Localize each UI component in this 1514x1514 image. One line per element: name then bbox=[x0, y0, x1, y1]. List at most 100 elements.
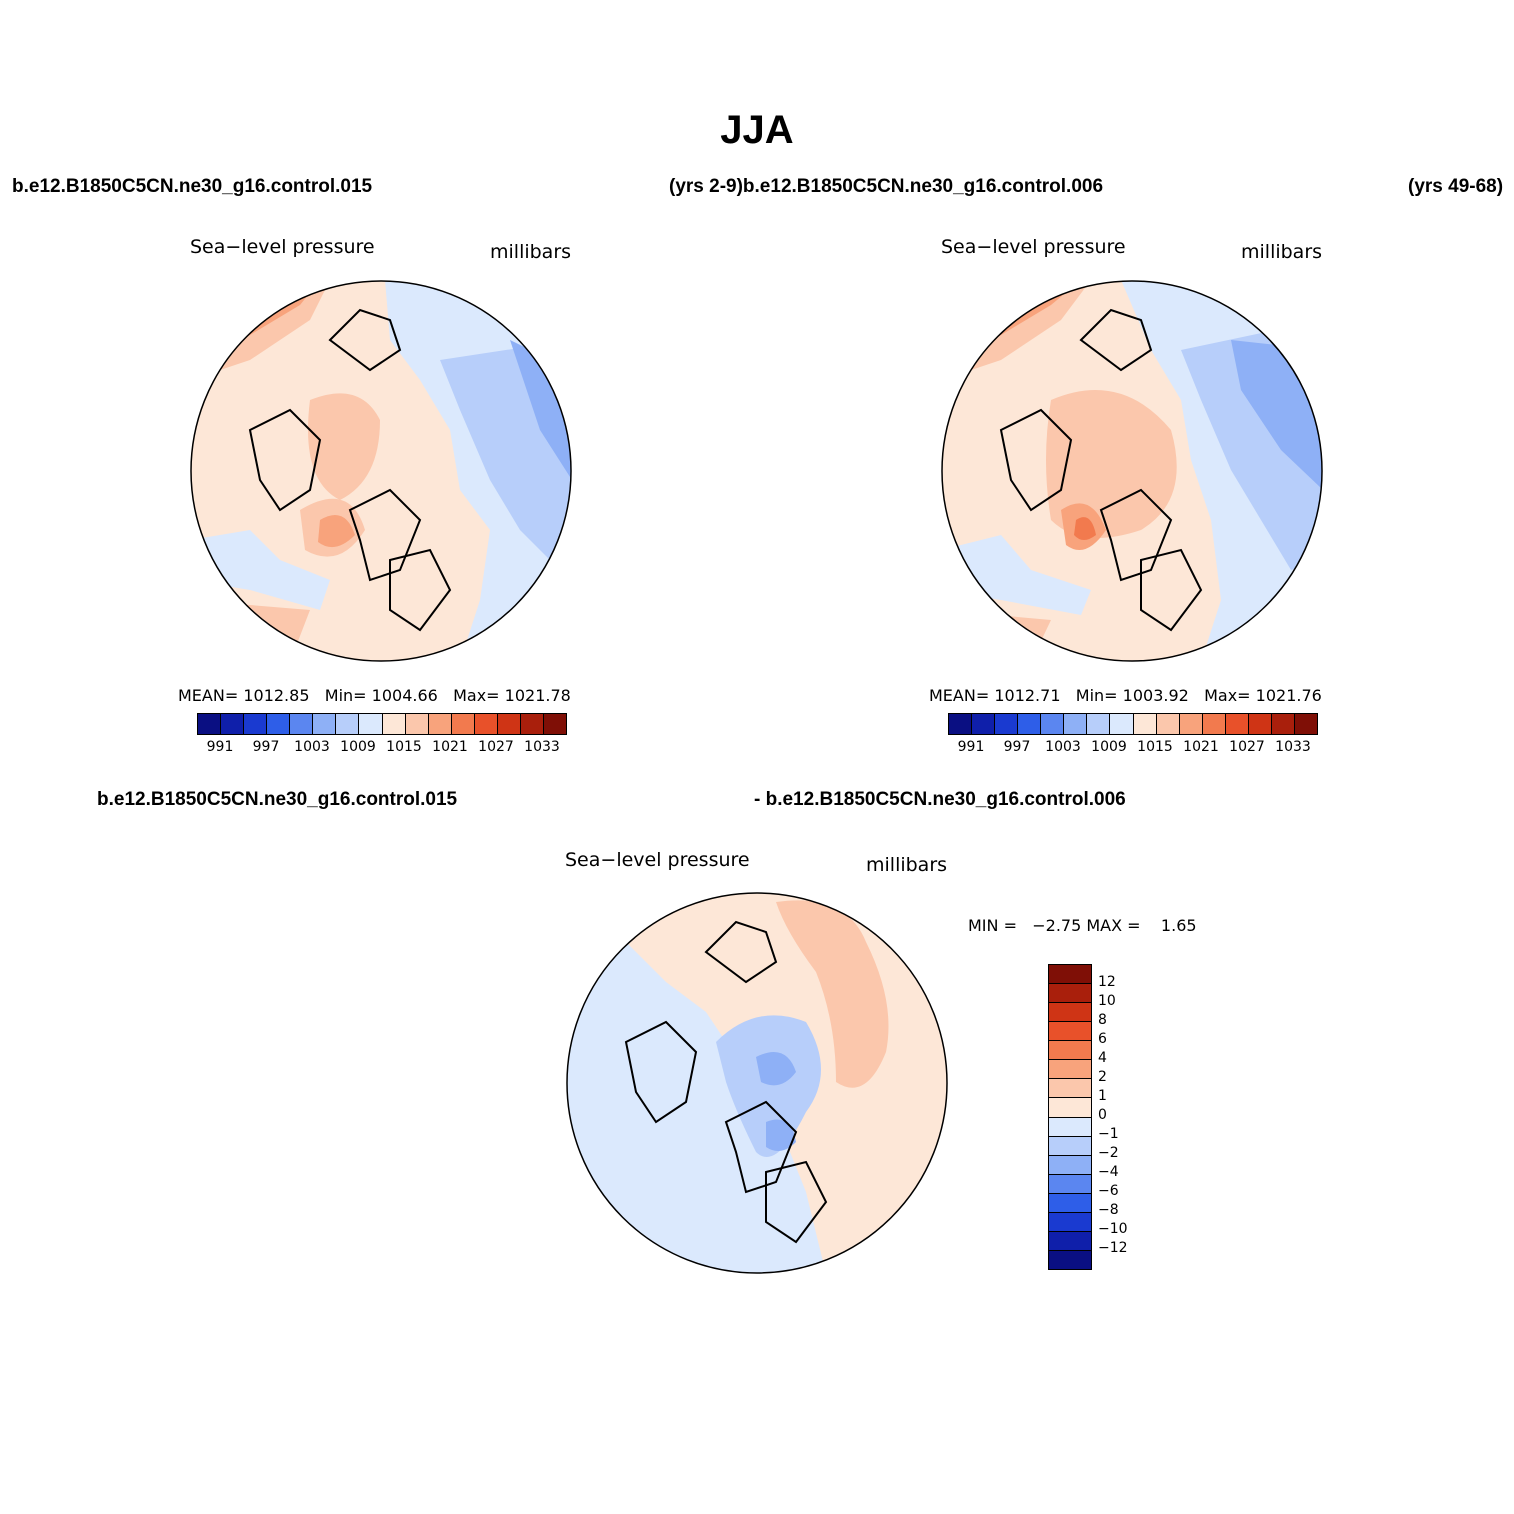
panel2-units-label: millibars bbox=[1241, 241, 1323, 263]
panel2-map bbox=[941, 280, 1323, 662]
panel1-colorbar-swatch bbox=[474, 714, 498, 734]
panel3-colorbar-tick-label: 4 bbox=[1098, 1050, 1107, 1066]
panel3-colorbar-swatch bbox=[1049, 1041, 1091, 1061]
panel2-colorbar-swatch bbox=[1087, 714, 1111, 734]
panel1-max-label: Max= bbox=[453, 686, 500, 705]
panel2-variable-label: Sea−level pressure bbox=[941, 236, 1126, 258]
panel3-colorbar-tick-label: 2 bbox=[1098, 1069, 1107, 1085]
years2-label: (yrs 49-68) bbox=[1408, 176, 1504, 197]
panel3-min-label: MIN = bbox=[968, 916, 1017, 935]
panel2-colorbar-tick-label: 1027 bbox=[1229, 739, 1265, 755]
panel1-colorbar-swatch bbox=[359, 714, 383, 734]
panel2-colorbar-tick-label: 1033 bbox=[1275, 739, 1311, 755]
panel3-colorbar-swatch bbox=[1049, 1155, 1091, 1175]
panel1-colorbar-tick-label: 1027 bbox=[478, 739, 514, 755]
panel1-colorbar-swatch bbox=[221, 714, 245, 734]
panel2-colorbar-swatch bbox=[1041, 714, 1065, 734]
panel3-colorbar-swatch bbox=[1049, 1231, 1091, 1251]
panel3-max-label: MAX = bbox=[1086, 916, 1141, 935]
panel1-colorbar-tick-label: 1033 bbox=[524, 739, 560, 755]
panel2-colorbar-swatch bbox=[1179, 714, 1203, 734]
panel1-max-value: 1021.78 bbox=[504, 686, 571, 705]
panel2-colorbar-swatch bbox=[1202, 714, 1226, 734]
diff-left-label: b.e12.B1850C5CN.ne30_g16.control.015 bbox=[97, 789, 458, 810]
panel2-colorbar bbox=[948, 713, 1318, 735]
panel2-mean-label: MEAN= bbox=[929, 686, 990, 705]
panel1-coastlines bbox=[248, 308, 452, 632]
panel2-coastlines bbox=[999, 308, 1203, 632]
panel1-min-value: 1004.66 bbox=[371, 686, 438, 705]
panel3-colorbar bbox=[1048, 964, 1092, 1270]
panel1-colorbar-tick-label: 997 bbox=[252, 739, 280, 755]
panel3-colorbar-tick-label: −2 bbox=[1098, 1145, 1119, 1161]
panel1-colorbar-swatch bbox=[497, 714, 521, 734]
panel1-high-arctic bbox=[308, 393, 380, 500]
panel3-min-value: −2.75 bbox=[1032, 916, 1082, 935]
panel1-mean-value: 1012.85 bbox=[243, 686, 310, 705]
panel3-colorbar-swatch bbox=[1049, 984, 1091, 1004]
diff-right-label: - b.e12.B1850C5CN.ne30_g16.control.006 bbox=[754, 789, 1126, 810]
panel3-variable-label: Sea−level pressure bbox=[565, 849, 750, 871]
panel2-map-border bbox=[941, 280, 1323, 662]
panel2-colorbar-swatch bbox=[1294, 714, 1317, 734]
panel1-variable-label: Sea−level pressure bbox=[190, 236, 375, 258]
panel3-colorbar-tick-label: −6 bbox=[1098, 1183, 1119, 1199]
page-title: JJA bbox=[720, 108, 794, 152]
panel2-colorbar-swatch bbox=[1156, 714, 1180, 734]
panel2-stats: MEAN= 1012.71 Min= 1003.92 Max= 1021.76 bbox=[929, 686, 1322, 705]
panel1-colorbar-tick-label: 991 bbox=[206, 739, 234, 755]
panel3-colorbar-swatch bbox=[1049, 1174, 1091, 1194]
panel1-colorbar-swatch bbox=[267, 714, 291, 734]
panel3-colorbar-tick-label: 8 bbox=[1098, 1012, 1107, 1028]
panel2-colorbar-tick-label: 1003 bbox=[1045, 739, 1081, 755]
panel2-colorbar-swatch bbox=[1018, 714, 1042, 734]
panel3-colorbar-swatch bbox=[1049, 1193, 1091, 1213]
panel3-colorbar-swatch bbox=[1049, 1079, 1091, 1099]
panel2-colorbar-swatch bbox=[1133, 714, 1157, 734]
panel1-colorbar-swatch bbox=[313, 714, 337, 734]
panel2-colorbar-swatch bbox=[995, 714, 1019, 734]
panel3-colorbar-tick-label: 12 bbox=[1098, 974, 1116, 990]
panel1-stats: MEAN= 1012.85 Min= 1004.66 Max= 1021.78 bbox=[178, 686, 571, 705]
panel1-colorbar bbox=[197, 713, 567, 735]
panel3-colorbar-swatch bbox=[1049, 1250, 1091, 1269]
panel1-colorbar-swatch bbox=[290, 714, 314, 734]
case1-label: b.e12.B1850C5CN.ne30_g16.control.015 bbox=[12, 176, 373, 197]
panel1-colorbar-swatch bbox=[520, 714, 544, 734]
panel1-colorbar-swatch bbox=[382, 714, 406, 734]
panel2-colorbar-tick-label: 1009 bbox=[1091, 739, 1127, 755]
panel2-min-label: Min= bbox=[1075, 686, 1118, 705]
panel1-map bbox=[190, 280, 572, 662]
panel3-units-label: millibars bbox=[866, 854, 948, 876]
panel2-colorbar-tick-label: 991 bbox=[957, 739, 985, 755]
panel1-higher-greenland bbox=[318, 515, 355, 548]
panel3-lowest-center bbox=[756, 1052, 796, 1086]
panel3-colorbar-tick-label: −12 bbox=[1098, 1240, 1128, 1256]
panel1-low-atlantic bbox=[191, 530, 330, 610]
panel3-colorbar-tick-label: 0 bbox=[1098, 1107, 1107, 1123]
panel1-colorbar-swatch bbox=[405, 714, 429, 734]
panel1-colorbar-tick-label: 1021 bbox=[432, 739, 468, 755]
panel3-colorbar-tick-label: −1 bbox=[1098, 1126, 1119, 1142]
panel3-lower-center bbox=[716, 1015, 821, 1157]
panel3-map bbox=[566, 892, 948, 1274]
panel1-colorbar-tick-label: 1015 bbox=[386, 739, 422, 755]
panel3-colorbar-swatch bbox=[1049, 1098, 1091, 1118]
panel3-colorbar-tick-label: 1 bbox=[1098, 1088, 1107, 1104]
panel1-colorbar-swatch bbox=[543, 714, 566, 734]
panel2-min-value: 1003.92 bbox=[1122, 686, 1189, 705]
panel3-positive-region bbox=[776, 900, 889, 1088]
panel2-colorbar-swatch bbox=[1248, 714, 1272, 734]
panel3-colorbar-tick-label: 6 bbox=[1098, 1031, 1107, 1047]
panel1-min-label: Min= bbox=[324, 686, 367, 705]
panel1-mean-label: MEAN= bbox=[178, 686, 239, 705]
panel3-colorbar-swatch bbox=[1049, 1060, 1091, 1080]
panel1-units-label: millibars bbox=[490, 241, 572, 263]
panel1-colorbar-swatch bbox=[244, 714, 268, 734]
panel2-colorbar-tick-label: 1015 bbox=[1137, 739, 1173, 755]
panel2-max-label: Max= bbox=[1204, 686, 1251, 705]
panel3-colorbar-swatch bbox=[1049, 1136, 1091, 1156]
years1-case2-label: (yrs 2-9)b.e12.B1850C5CN.ne30_g16.contro… bbox=[669, 176, 1104, 197]
panel3-colorbar-swatch bbox=[1049, 1212, 1091, 1232]
panel2-max-value: 1021.76 bbox=[1255, 686, 1322, 705]
